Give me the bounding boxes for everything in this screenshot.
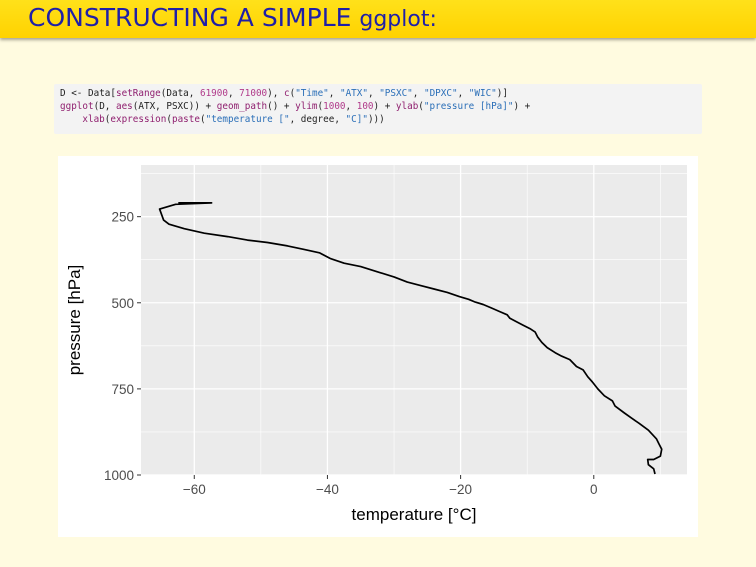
code-token: "Time" [295, 88, 329, 99]
x-tick-label: 0 [590, 482, 598, 497]
code-block: D <- Data[setRange(Data, 61900, 71000), … [54, 84, 702, 134]
code-token: "pressure [hPa]" [423, 101, 514, 113]
y-tick-label: 500 [111, 296, 134, 311]
code-token: "C]" [345, 114, 368, 126]
code-token: ( [199, 114, 206, 126]
code-token: ylim [295, 101, 318, 113]
code-token: D [60, 88, 72, 99]
slide-title-code: ggplot: [359, 7, 437, 32]
chart: −60 −40 −20 0 250 500 750 1000 temperature [°C]… [65, 165, 687, 524]
code-token: paste [171, 114, 200, 126]
code-token: ( [317, 101, 324, 113]
code-token: , degree, [289, 114, 346, 126]
code-token: "ATX" [339, 88, 368, 99]
y-tick-label: 1000 [104, 468, 134, 483]
title-bar: CONSTRUCTING A SIMPLE ggplot: [0, 0, 756, 38]
y-tick-label: 250 [111, 210, 134, 225]
code-token: <- [71, 88, 83, 99]
x-tick-label: −60 [183, 482, 206, 497]
code-token: , [227, 88, 240, 99]
code-token: xlab [82, 114, 105, 126]
code-token [60, 114, 82, 125]
code-token: (D, [93, 101, 116, 113]
code-line-3: xlab(expression(paste("temperature [", d… [60, 114, 385, 126]
slide-title-main: CONSTRUCTING A SIMPLE [28, 3, 360, 32]
code-line-2: ggplot(D, aes(ATX, PSXC)) + geom_path() … [60, 101, 530, 112]
x-tick-label: −20 [449, 482, 472, 497]
code-token: "PSXC" [379, 88, 413, 99]
code-token: , [345, 101, 357, 113]
code-token: ) + [373, 101, 396, 113]
code-token: (Data, [160, 88, 200, 99]
plot-panel: −60 −40 −20 0 250 500 750 1000 temperature [°C]… [58, 156, 698, 537]
y-axis-label: pressure [hPa] [65, 265, 84, 376]
code-token: 100 [356, 101, 374, 113]
code-token: () + [267, 101, 296, 113]
code-token: ( [166, 114, 172, 126]
code-token: setRange [116, 88, 161, 99]
code-token: expression [110, 114, 167, 126]
code-token: , [328, 88, 340, 99]
code-token: ( [418, 101, 424, 113]
plot-background [141, 165, 687, 475]
code-token: 61900 [199, 88, 228, 99]
code-token: "WIC" [468, 88, 497, 99]
code-token: (ATX, PSXC)) + [132, 101, 217, 113]
code-line-1: D <- Data[setRange(Data, 61900, 71000), … [60, 88, 508, 99]
x-tick-label: −40 [316, 482, 339, 497]
temperature-profile-line [158, 202, 663, 475]
code-token: c [283, 88, 290, 99]
code-token: ))) [367, 114, 385, 126]
code-token: "temperature [" [205, 114, 290, 126]
axes: −60 −40 −20 0 250 500 750 1000 [104, 210, 598, 497]
code-token: "DPXC" [423, 88, 458, 99]
grid-major [141, 165, 687, 476]
code-token: ( [289, 88, 296, 99]
code-token: ggplot [60, 101, 94, 113]
code-token: 71000 [239, 88, 268, 99]
code-token: ), [267, 88, 284, 99]
code-token: geom_path [216, 101, 268, 113]
slide-title: CONSTRUCTING A SIMPLE ggplot: [28, 3, 437, 32]
code-token: )] [496, 88, 508, 99]
code-token: ) + [513, 101, 531, 113]
code-token: , [367, 88, 380, 99]
code-token: ylab [395, 101, 419, 113]
code-token: , [412, 88, 424, 99]
x-axis-label: temperature [°C] [352, 505, 477, 524]
code-token: aes [115, 101, 133, 113]
code-token: Data[ [82, 88, 116, 99]
y-tick-label: 750 [111, 382, 134, 397]
code-token: ( [104, 114, 111, 126]
code-token: , [457, 88, 469, 99]
code-token: 1000 [323, 101, 346, 113]
